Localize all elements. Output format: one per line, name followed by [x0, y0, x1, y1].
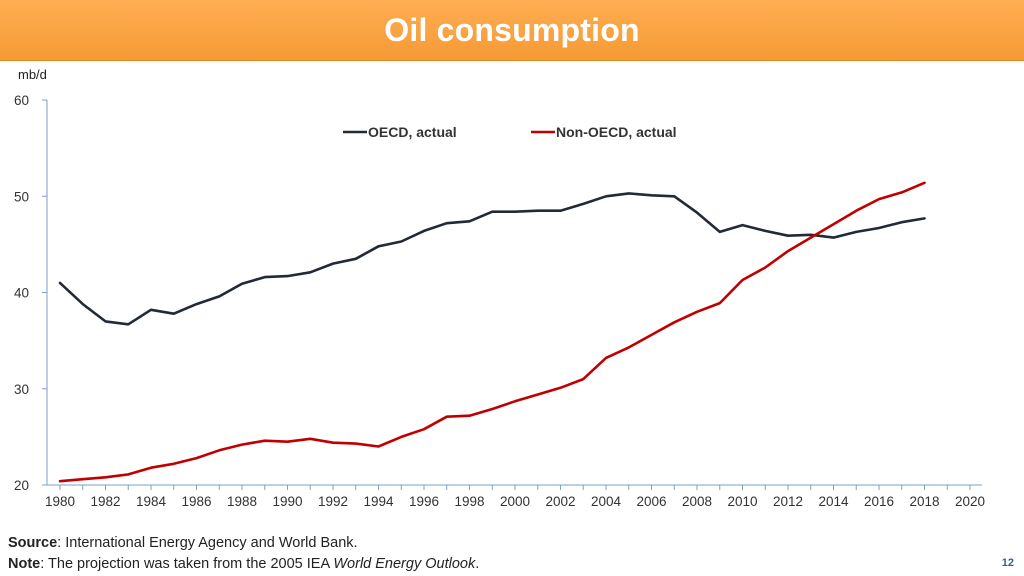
note-text-italic: World Energy Outlook: [333, 556, 476, 572]
y-tick-label: 60: [14, 93, 29, 108]
x-tick-label: 2004: [591, 494, 622, 509]
x-tick-label: 1982: [90, 494, 120, 509]
legend-oecd-label: OECD, actual: [368, 124, 457, 140]
x-tick-label: 1984: [136, 494, 167, 509]
non-oecd-series-line: [58, 181, 926, 483]
y-tick-label: 40: [14, 286, 29, 301]
source-text: : International Energy Agency and World …: [57, 535, 358, 551]
x-tick-label: 1992: [318, 494, 348, 509]
x-tick-label: 2020: [955, 494, 985, 509]
series-lines: [58, 181, 926, 483]
note-line: Note: The projection was taken from the …: [8, 554, 479, 575]
line-chart: mb/d 20 30 40 50 60 1980 1982 1984 1986 1988 1990 1…: [14, 67, 985, 509]
y-tick-label: 30: [14, 382, 29, 397]
source-label: Source: [8, 535, 58, 551]
x-tick-label: 2016: [864, 494, 894, 509]
x-tick-label: 2006: [636, 494, 666, 509]
x-tick-label: 2002: [545, 494, 575, 509]
y-tick-label: 50: [14, 189, 29, 204]
page-title: Oil consumption: [384, 11, 640, 48]
x-tick-label: 1988: [227, 494, 257, 509]
x-tick-label: 2012: [773, 494, 803, 509]
y-axis-label: mb/d: [18, 67, 47, 82]
y-tick-label: 20: [14, 478, 29, 493]
x-tick-label: 2014: [818, 494, 849, 509]
legend-non-oecd-label: Non-OECD, actual: [556, 124, 677, 140]
page-number: 12: [1001, 557, 1014, 569]
note-text-before: : The projection was taken from the 2005…: [40, 556, 334, 572]
x-tick-label: 2018: [909, 494, 939, 509]
x-tick-label: 1980: [45, 494, 75, 509]
note-text-after: .: [475, 556, 480, 572]
title-bar: Oil consumption: [0, 0, 1024, 61]
source-line: Source: International Energy Agency and …: [8, 533, 479, 554]
x-tick-label: 1994: [363, 494, 394, 509]
x-tick-label: 1990: [272, 494, 302, 509]
axes: 20 30 40 50 60 1980 1982 1984 1986 1988 1990 1992 19…: [14, 93, 985, 509]
source-note: Source: International Energy Agency and …: [8, 533, 479, 575]
x-tick-label: 1998: [454, 494, 484, 509]
note-label: Note: [8, 556, 41, 572]
x-tick-label: 2008: [682, 494, 712, 509]
x-tick-label: 1996: [409, 494, 439, 509]
x-tick-label: 2010: [727, 494, 757, 509]
x-tick-label: 1986: [181, 494, 211, 509]
x-tick-label: 2000: [500, 494, 530, 509]
legend: OECD, actual Non-OECD, actual: [343, 124, 677, 140]
oecd-series-line: [58, 192, 926, 326]
